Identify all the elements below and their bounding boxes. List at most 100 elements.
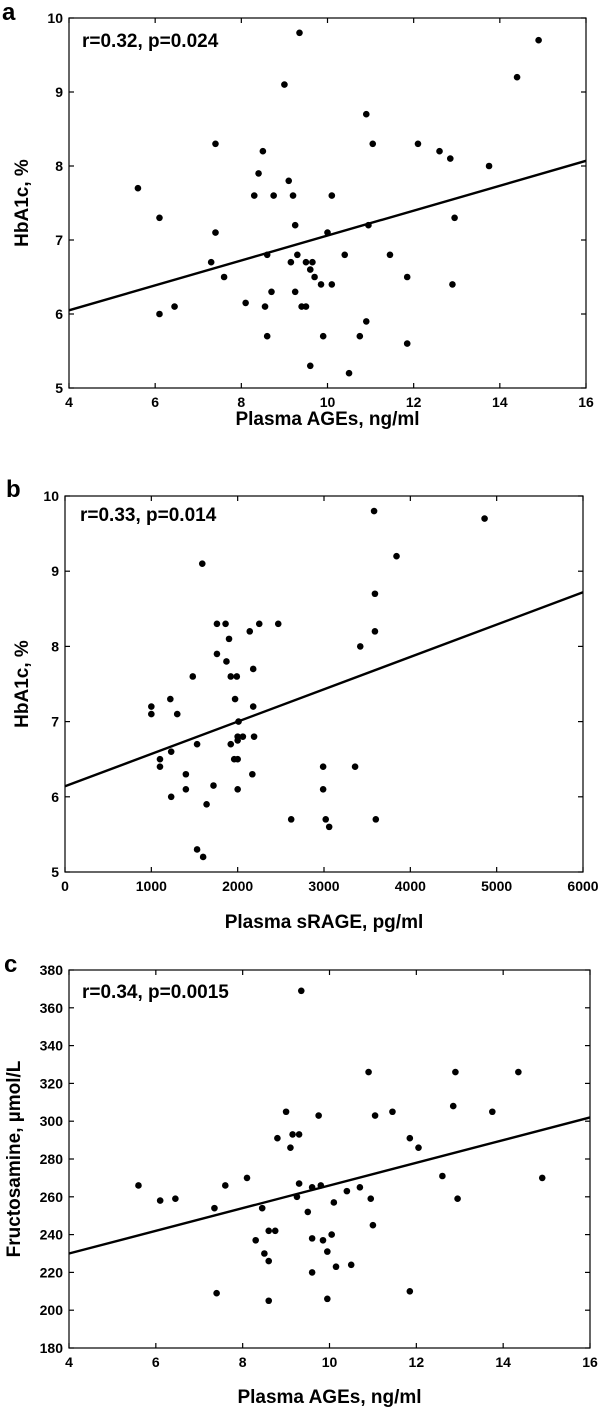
data-point bbox=[249, 703, 257, 710]
data-point bbox=[308, 1184, 316, 1191]
data-point bbox=[234, 755, 241, 763]
data-point bbox=[242, 299, 249, 307]
y-tick-label: 5 bbox=[55, 380, 63, 396]
data-point bbox=[167, 748, 175, 755]
data-point bbox=[302, 258, 310, 266]
data-point bbox=[225, 635, 233, 643]
y-tick-label: 300 bbox=[40, 1113, 64, 1129]
y-tick-label: 7 bbox=[51, 714, 59, 730]
data-point bbox=[287, 1144, 294, 1151]
data-point bbox=[328, 192, 336, 199]
x-tick-label: 5000 bbox=[481, 878, 512, 894]
data-point bbox=[315, 1112, 322, 1119]
data-point bbox=[324, 1295, 331, 1303]
y-tick-label: 360 bbox=[40, 1000, 64, 1016]
data-point bbox=[222, 620, 229, 628]
x-tick-label: 16 bbox=[582, 1354, 598, 1370]
data-point bbox=[193, 846, 201, 853]
y-tick-label: 380 bbox=[40, 962, 64, 978]
data-point bbox=[295, 1131, 303, 1138]
data-point bbox=[156, 763, 164, 771]
data-point bbox=[249, 665, 257, 673]
data-point bbox=[203, 801, 210, 808]
data-point bbox=[332, 1263, 340, 1271]
x-tick-label: 12 bbox=[409, 1354, 425, 1370]
data-point bbox=[362, 110, 370, 118]
data-point bbox=[325, 823, 333, 831]
data-point bbox=[324, 229, 331, 236]
data-point bbox=[371, 1112, 379, 1119]
data-point bbox=[308, 1235, 316, 1242]
data-point bbox=[265, 1297, 273, 1305]
data-point bbox=[414, 140, 422, 148]
data-point bbox=[452, 1068, 459, 1076]
data-point bbox=[156, 310, 163, 318]
x-tick-label: 8 bbox=[239, 1354, 247, 1370]
data-point bbox=[243, 1174, 251, 1182]
data-point bbox=[289, 192, 297, 199]
data-point bbox=[319, 763, 327, 771]
data-point bbox=[265, 1257, 273, 1265]
data-point bbox=[189, 673, 197, 680]
data-point bbox=[281, 81, 288, 88]
x-tick-label: 4 bbox=[65, 394, 73, 410]
data-point bbox=[270, 192, 277, 199]
data-point bbox=[167, 695, 174, 703]
x-tick-label: 16 bbox=[578, 394, 594, 410]
data-point bbox=[252, 1236, 259, 1244]
y-tick-label: 7 bbox=[55, 232, 63, 248]
data-point bbox=[386, 251, 394, 259]
data-point bbox=[263, 332, 271, 340]
data-point bbox=[403, 340, 411, 347]
data-point bbox=[328, 1231, 335, 1238]
data-point bbox=[259, 147, 267, 155]
x-tick-label: 6 bbox=[151, 394, 159, 410]
data-point bbox=[198, 560, 206, 567]
panel-c: c 4 6 8 10 12 14 16 180 200 220 240 260 280 300 320 340 3… bbox=[4, 951, 598, 1408]
data-point bbox=[369, 1221, 377, 1229]
regression-line bbox=[68, 1116, 591, 1255]
x-tick-label: 6000 bbox=[567, 878, 598, 894]
data-point bbox=[356, 332, 364, 340]
data-point bbox=[255, 620, 263, 628]
y-axis-label: HbA1c, % bbox=[12, 640, 33, 728]
data-point bbox=[449, 281, 456, 288]
data-point bbox=[207, 258, 215, 266]
y-tick-label: 6 bbox=[55, 306, 63, 322]
panel-letter: a bbox=[2, 0, 16, 26]
panel-letter: b bbox=[6, 476, 21, 503]
data-point bbox=[362, 318, 370, 325]
data-point bbox=[193, 740, 201, 748]
data-point bbox=[451, 214, 458, 222]
data-point bbox=[156, 214, 163, 222]
data-point bbox=[324, 1248, 331, 1255]
data-point bbox=[439, 1172, 446, 1180]
data-point bbox=[135, 1182, 142, 1189]
x-tick-label: 14 bbox=[492, 394, 508, 410]
data-point bbox=[319, 1236, 327, 1244]
data-point bbox=[173, 710, 181, 718]
data-point bbox=[250, 733, 258, 740]
y-tick-label: 320 bbox=[40, 1075, 64, 1091]
data-point bbox=[182, 785, 190, 793]
data-point bbox=[369, 140, 377, 148]
data-point bbox=[370, 507, 378, 515]
data-point bbox=[372, 816, 380, 823]
data-point bbox=[274, 1134, 281, 1142]
data-point bbox=[171, 303, 178, 310]
data-point bbox=[239, 733, 247, 740]
x-axis-label: Plasma sRAGE, pg/ml bbox=[225, 912, 424, 933]
data-point bbox=[220, 273, 228, 281]
data-point bbox=[250, 192, 258, 199]
data-point bbox=[172, 1195, 179, 1202]
x-tick-label: 10 bbox=[320, 394, 336, 410]
data-point bbox=[285, 177, 293, 185]
data-point bbox=[294, 251, 301, 259]
data-point bbox=[293, 1193, 301, 1201]
data-point bbox=[291, 221, 299, 229]
data-point bbox=[513, 73, 521, 81]
y-tick-label: 9 bbox=[55, 84, 63, 100]
correlation-annotation: r=0.32, p=0.024 bbox=[82, 31, 219, 52]
data-point bbox=[235, 718, 242, 725]
